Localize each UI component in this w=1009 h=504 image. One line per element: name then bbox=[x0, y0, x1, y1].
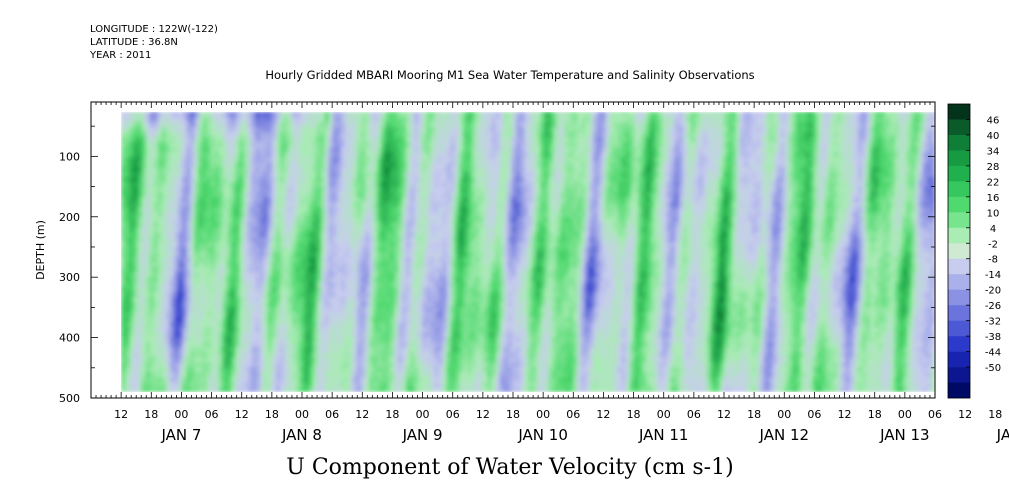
colorbar-swatch bbox=[948, 258, 970, 275]
colorbar-swatch bbox=[948, 305, 970, 321]
colorbar-frame bbox=[947, 103, 971, 399]
colorbar-level-label: -14 bbox=[985, 270, 1001, 281]
x-hour-tick-label: 12 bbox=[476, 408, 490, 421]
x-hour-tick-label: 18 bbox=[747, 408, 761, 421]
colorbar-swatch bbox=[948, 165, 970, 182]
colorbar-swatch bbox=[948, 196, 970, 213]
x-day-label: JAN 7 bbox=[160, 426, 201, 444]
colorbar-level-label: 40 bbox=[987, 131, 1000, 142]
x-hour-tick-label: 18 bbox=[385, 408, 399, 421]
latitude-label: LATITUDE : 36.8N bbox=[90, 37, 178, 48]
colorbar-level-label: 16 bbox=[987, 193, 1000, 204]
colorbar-level-label: 22 bbox=[987, 177, 1000, 188]
x-hour-tick-label: 06 bbox=[325, 408, 339, 421]
colorbar-level-label: -50 bbox=[985, 363, 1001, 374]
colorbar-level-label: -32 bbox=[985, 317, 1001, 328]
y-tick-label: 300 bbox=[59, 271, 80, 284]
colorbar-swatch bbox=[948, 367, 970, 383]
colorbar-swatch bbox=[948, 181, 970, 198]
x-hour-tick-label: 18 bbox=[868, 408, 882, 421]
colorbar-level-label: -26 bbox=[985, 301, 1001, 312]
colorbar-swatch bbox=[948, 289, 970, 306]
x-hour-tick-label: 06 bbox=[687, 408, 701, 421]
x-hour-tick-label: 12 bbox=[355, 408, 369, 421]
x-hour-tick-label: 18 bbox=[988, 408, 1002, 421]
x-day-label: JAN 13 bbox=[879, 426, 930, 444]
x-hour-tick-label: 12 bbox=[958, 408, 972, 421]
x-hour-tick-label: 00 bbox=[777, 408, 791, 421]
x-hour-tick-label: 12 bbox=[114, 408, 128, 421]
colorbar-level-label: 46 bbox=[987, 115, 1000, 126]
x-day-label: JAN 12 bbox=[759, 426, 810, 444]
year-label: YEAR : 2011 bbox=[90, 50, 152, 61]
colorbar-swatch bbox=[948, 382, 970, 399]
x-hour-tick-label: 06 bbox=[446, 408, 460, 421]
colorbar-level-label: 4 bbox=[990, 224, 996, 235]
x-hour-tick-label: 06 bbox=[566, 408, 580, 421]
y-tick-label: 500 bbox=[59, 392, 80, 405]
x-hour-tick-label: 00 bbox=[174, 408, 188, 421]
x-hour-tick-label: 06 bbox=[928, 408, 942, 421]
longitude-label: LONGITUDE : 122W(-122) bbox=[90, 24, 218, 35]
x-day-label: JAN 8 bbox=[281, 426, 322, 444]
colorbar-swatch bbox=[948, 212, 970, 229]
x-hour-tick-label: 00 bbox=[416, 408, 430, 421]
x-hour-tick-label: 18 bbox=[265, 408, 279, 421]
x-hour-tick-label: 00 bbox=[898, 408, 912, 421]
colorbar-level-label: 10 bbox=[987, 208, 1000, 219]
colorbar-level-label: -2 bbox=[988, 239, 998, 250]
x-hour-tick-label: 06 bbox=[205, 408, 219, 421]
colorbar-swatch bbox=[948, 227, 970, 244]
x-day-label: JAN 9 bbox=[402, 426, 443, 444]
x-hour-tick-label: 12 bbox=[838, 408, 852, 421]
x-hour-tick-label: 00 bbox=[657, 408, 671, 421]
colorbar-swatch bbox=[948, 336, 970, 352]
x-day-label: JAN 10 bbox=[517, 426, 568, 444]
x-hour-tick-label: 18 bbox=[144, 408, 158, 421]
y-tick-label: 400 bbox=[59, 332, 80, 345]
colorbar-level-label: -38 bbox=[985, 332, 1001, 343]
colorbar-level-label: -8 bbox=[988, 255, 998, 266]
x-hour-tick-label: 00 bbox=[295, 408, 309, 421]
chart-title: Hourly Gridded MBARI Mooring M1 Sea Wate… bbox=[265, 68, 755, 82]
x-hour-tick-label: 18 bbox=[627, 408, 641, 421]
x-hour-tick-label: 18 bbox=[506, 408, 520, 421]
x-hour-tick-label: 12 bbox=[717, 408, 731, 421]
colorbar-swatch bbox=[948, 351, 970, 368]
x-hour-tick-label: 12 bbox=[596, 408, 610, 421]
colorbar-level-label: -20 bbox=[985, 286, 1001, 297]
x-hour-tick-label: 06 bbox=[807, 408, 821, 421]
colorbar-swatch bbox=[948, 274, 970, 290]
y-axis-label: DEPTH (m) bbox=[34, 220, 47, 280]
x-hour-tick-label: 00 bbox=[536, 408, 550, 421]
colorbar-swatch bbox=[948, 243, 970, 260]
colorbar-level-label: 34 bbox=[987, 146, 1000, 157]
colorbar-swatch bbox=[948, 150, 970, 167]
x-day-label: JAN 11 bbox=[638, 426, 689, 444]
colorbar-swatch bbox=[948, 134, 970, 151]
colorbar-level-label: 28 bbox=[987, 162, 1000, 173]
x-hour-tick-label: 12 bbox=[235, 408, 249, 421]
y-tick-label: 100 bbox=[59, 150, 80, 163]
velocity-field bbox=[121, 112, 935, 392]
colorbar-level-label: -44 bbox=[985, 348, 1001, 359]
colorbar-swatch bbox=[948, 119, 970, 136]
x-day-label: JAN 14 bbox=[996, 426, 1009, 444]
x-axis-label: U Component of Water Velocity (cm s-1) bbox=[286, 455, 734, 480]
colorbar-swatch bbox=[948, 104, 970, 120]
colorbar-swatch bbox=[948, 320, 970, 337]
y-tick-label: 200 bbox=[59, 211, 80, 224]
